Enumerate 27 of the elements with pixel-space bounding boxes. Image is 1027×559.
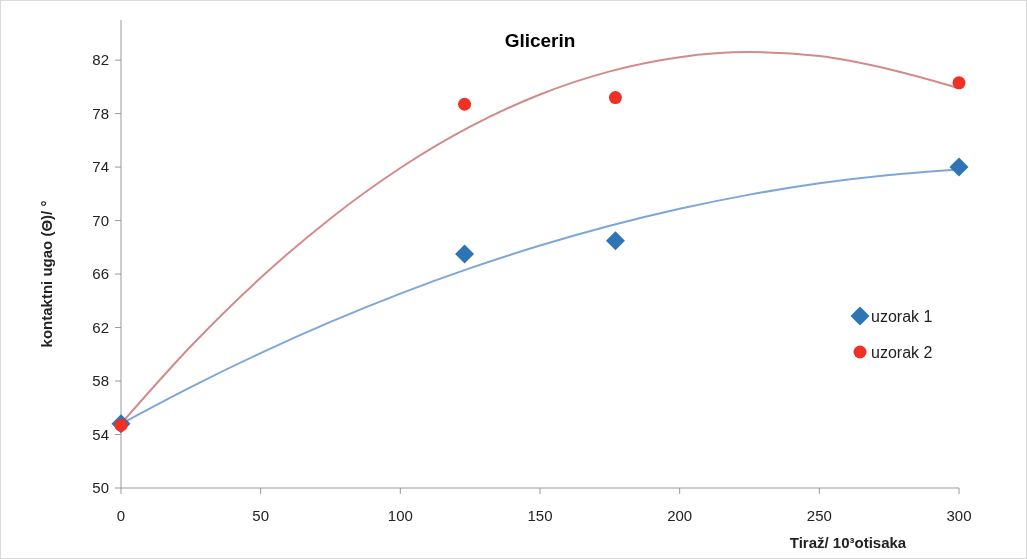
point bbox=[949, 157, 969, 177]
point bbox=[608, 91, 622, 105]
y-tick-label: 82 bbox=[92, 51, 109, 69]
y-tick-label: 62 bbox=[92, 318, 109, 336]
y-tick-label: 54 bbox=[92, 425, 109, 443]
y-axis-title: kontaktni ugao (Θ)/ ° bbox=[38, 200, 55, 348]
y-tick-label: 50 bbox=[92, 479, 109, 497]
x-tick-label: 50 bbox=[252, 507, 270, 524]
point bbox=[605, 231, 625, 251]
x-tick-label: 0 bbox=[116, 507, 126, 524]
legend-label: uzorak 1 bbox=[871, 307, 933, 325]
y-tick-label: 78 bbox=[92, 104, 109, 122]
x-tick-label: 250 bbox=[806, 507, 832, 524]
x-tick-label: 100 bbox=[387, 507, 413, 524]
point bbox=[458, 97, 472, 111]
x-tick-label: 200 bbox=[667, 507, 693, 524]
y-tick-label: 70 bbox=[92, 211, 109, 229]
y-tick-label: 66 bbox=[92, 265, 109, 283]
text: Glicerin bbox=[504, 30, 576, 51]
x-axis-title: Tiraž/ 10³otisaka bbox=[789, 534, 907, 551]
point bbox=[952, 76, 966, 90]
y-tick-label: 58 bbox=[92, 372, 109, 390]
x-tick-label: 300 bbox=[946, 507, 972, 524]
legend-label: uzorak 2 bbox=[871, 343, 933, 361]
x-tick-label: 150 bbox=[527, 507, 553, 524]
point bbox=[455, 244, 475, 264]
y-tick-label: 74 bbox=[92, 158, 109, 176]
